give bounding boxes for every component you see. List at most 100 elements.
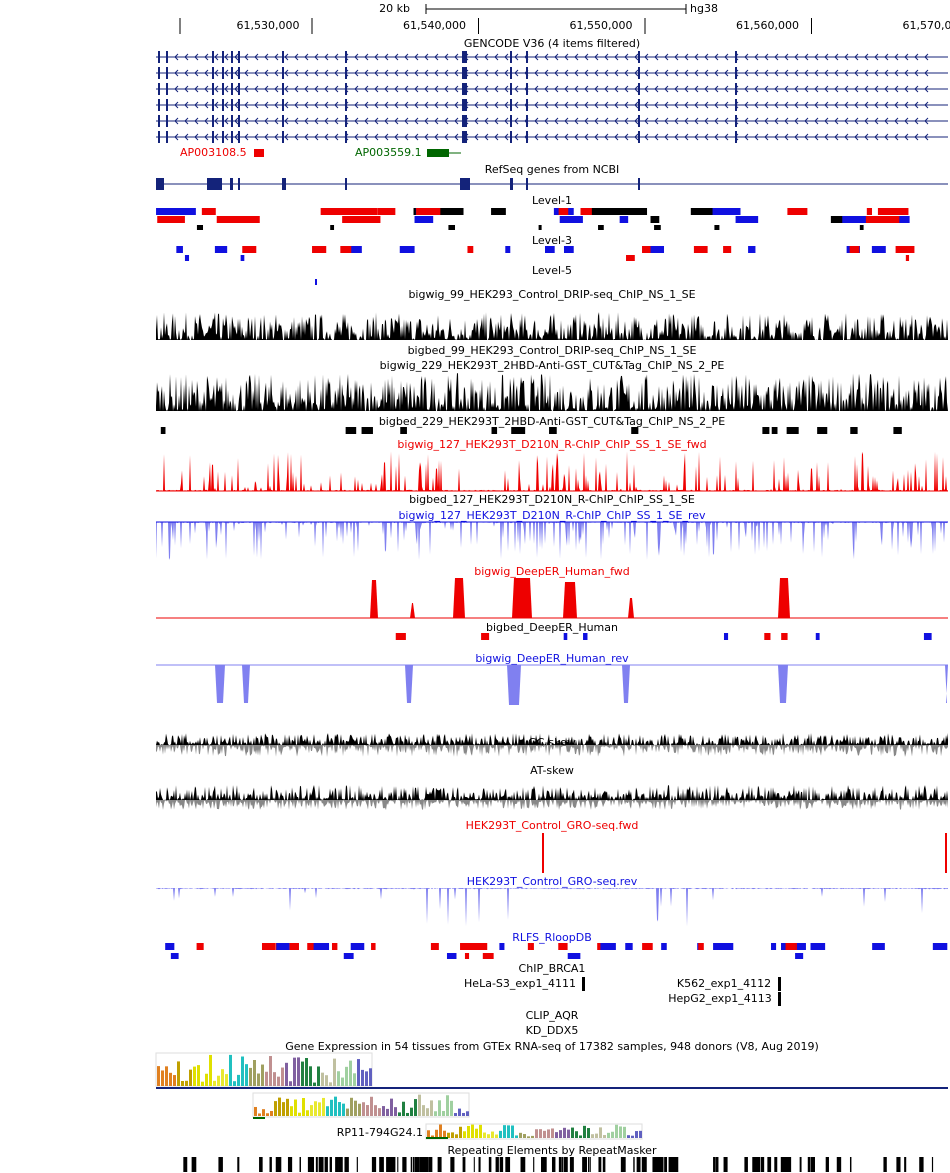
- strand-arrow: [404, 53, 409, 61]
- gtex-bar: [173, 1075, 176, 1086]
- feature: [597, 943, 604, 950]
- strand-arrow: [634, 117, 639, 125]
- strand-arrow: [534, 101, 539, 109]
- exon: [510, 51, 512, 63]
- strand-arrow: [234, 85, 239, 93]
- repeat: [898, 1157, 901, 1172]
- gtex-bar: [298, 1112, 301, 1116]
- repeat: [428, 1157, 433, 1172]
- gtex-bar: [583, 1125, 586, 1138]
- strand-arrow: [264, 69, 269, 77]
- strand-arrow: [924, 101, 929, 109]
- strand-arrow: [244, 117, 249, 125]
- strand-arrow: [194, 117, 199, 125]
- peak: [242, 665, 250, 703]
- strand-arrow: [644, 85, 649, 93]
- gtex-bar: [619, 1126, 622, 1138]
- exon: [510, 83, 512, 95]
- gtex-bar: [410, 1107, 413, 1116]
- feature: [842, 216, 850, 223]
- strand-arrow: [254, 85, 259, 93]
- strand-arrow: [884, 85, 889, 93]
- feature: [201, 208, 216, 215]
- gtex-bar: [587, 1128, 590, 1138]
- gtex-bar: [353, 1073, 356, 1086]
- strand-arrow: [684, 53, 689, 61]
- strand-arrow: [894, 85, 899, 93]
- feature: [762, 427, 770, 434]
- strand-arrow: [344, 133, 349, 141]
- feature: [214, 246, 228, 253]
- strand-arrow: [294, 101, 299, 109]
- peak: [778, 665, 788, 703]
- track-label: bigwig_229_HEK293T_2HBD-Anti-GST_CUT&Tag…: [380, 359, 725, 372]
- gtex-bar: [306, 1110, 309, 1116]
- strand-arrow: [374, 133, 379, 141]
- exon: [735, 115, 737, 127]
- gene-line: [426, 1137, 448, 1139]
- exon: [282, 51, 284, 63]
- strand-arrow: [624, 69, 629, 77]
- strand-arrow: [184, 85, 189, 93]
- strand-arrow: [824, 53, 829, 61]
- gtex-bar: [262, 1109, 265, 1116]
- repeat: [825, 1157, 829, 1172]
- gtex-bar: [285, 1062, 288, 1086]
- feature: [748, 246, 756, 253]
- strand-arrow: [914, 85, 919, 93]
- feature: [591, 208, 625, 215]
- gtex-bar: [334, 1096, 337, 1116]
- strand-arrow: [224, 85, 229, 93]
- gtex-bar: [471, 1124, 474, 1138]
- strand-arrow: [544, 53, 549, 61]
- strand-arrow: [694, 85, 699, 93]
- strand-arrow: [694, 69, 699, 77]
- repeat: [450, 1157, 453, 1172]
- strand-arrow: [364, 101, 369, 109]
- strand-arrow: [674, 53, 679, 61]
- strand-arrow: [174, 69, 179, 77]
- strand-arrow: [734, 85, 739, 93]
- exon: [735, 51, 737, 63]
- strand-arrow: [504, 53, 509, 61]
- gtex-bar: [157, 1066, 160, 1086]
- strand-arrow: [814, 133, 819, 141]
- strand-arrow: [604, 133, 609, 141]
- strand-arrow: [454, 117, 459, 125]
- strand-arrow: [674, 133, 679, 141]
- feature: [482, 953, 494, 959]
- strand-arrow: [514, 69, 519, 77]
- strand-arrow: [664, 53, 669, 61]
- gtex-bar: [357, 1059, 360, 1086]
- strand-arrow: [674, 69, 679, 77]
- strand-arrow: [914, 101, 919, 109]
- feature: [320, 208, 353, 215]
- strand-arrow: [224, 101, 229, 109]
- strand-arrow: [654, 85, 659, 93]
- strand-arrow: [294, 133, 299, 141]
- strand-arrow: [664, 101, 669, 109]
- strand-arrow: [324, 69, 329, 77]
- strand-arrow: [864, 69, 869, 77]
- track-label: Repeating Elements by RepeatMasker: [448, 1144, 657, 1157]
- feature: [849, 246, 860, 253]
- strand-arrow: [284, 101, 289, 109]
- exon: [231, 115, 233, 127]
- exon: [156, 178, 164, 190]
- exon: [638, 67, 640, 79]
- strand-arrow: [794, 133, 799, 141]
- strand-arrow: [304, 69, 309, 77]
- repeat: [237, 1157, 240, 1172]
- repeat: [387, 1157, 392, 1172]
- strand-arrow: [814, 85, 819, 93]
- gtex-bar: [402, 1101, 405, 1116]
- strand-arrow: [214, 133, 219, 141]
- feature: [176, 246, 183, 253]
- strand-arrow: [794, 117, 799, 125]
- strand-arrow: [624, 101, 629, 109]
- gtex-bar: [257, 1073, 260, 1086]
- gtex-bar: [282, 1102, 285, 1116]
- exon: [158, 83, 160, 95]
- strand-arrow: [414, 101, 419, 109]
- strand-arrow: [404, 69, 409, 77]
